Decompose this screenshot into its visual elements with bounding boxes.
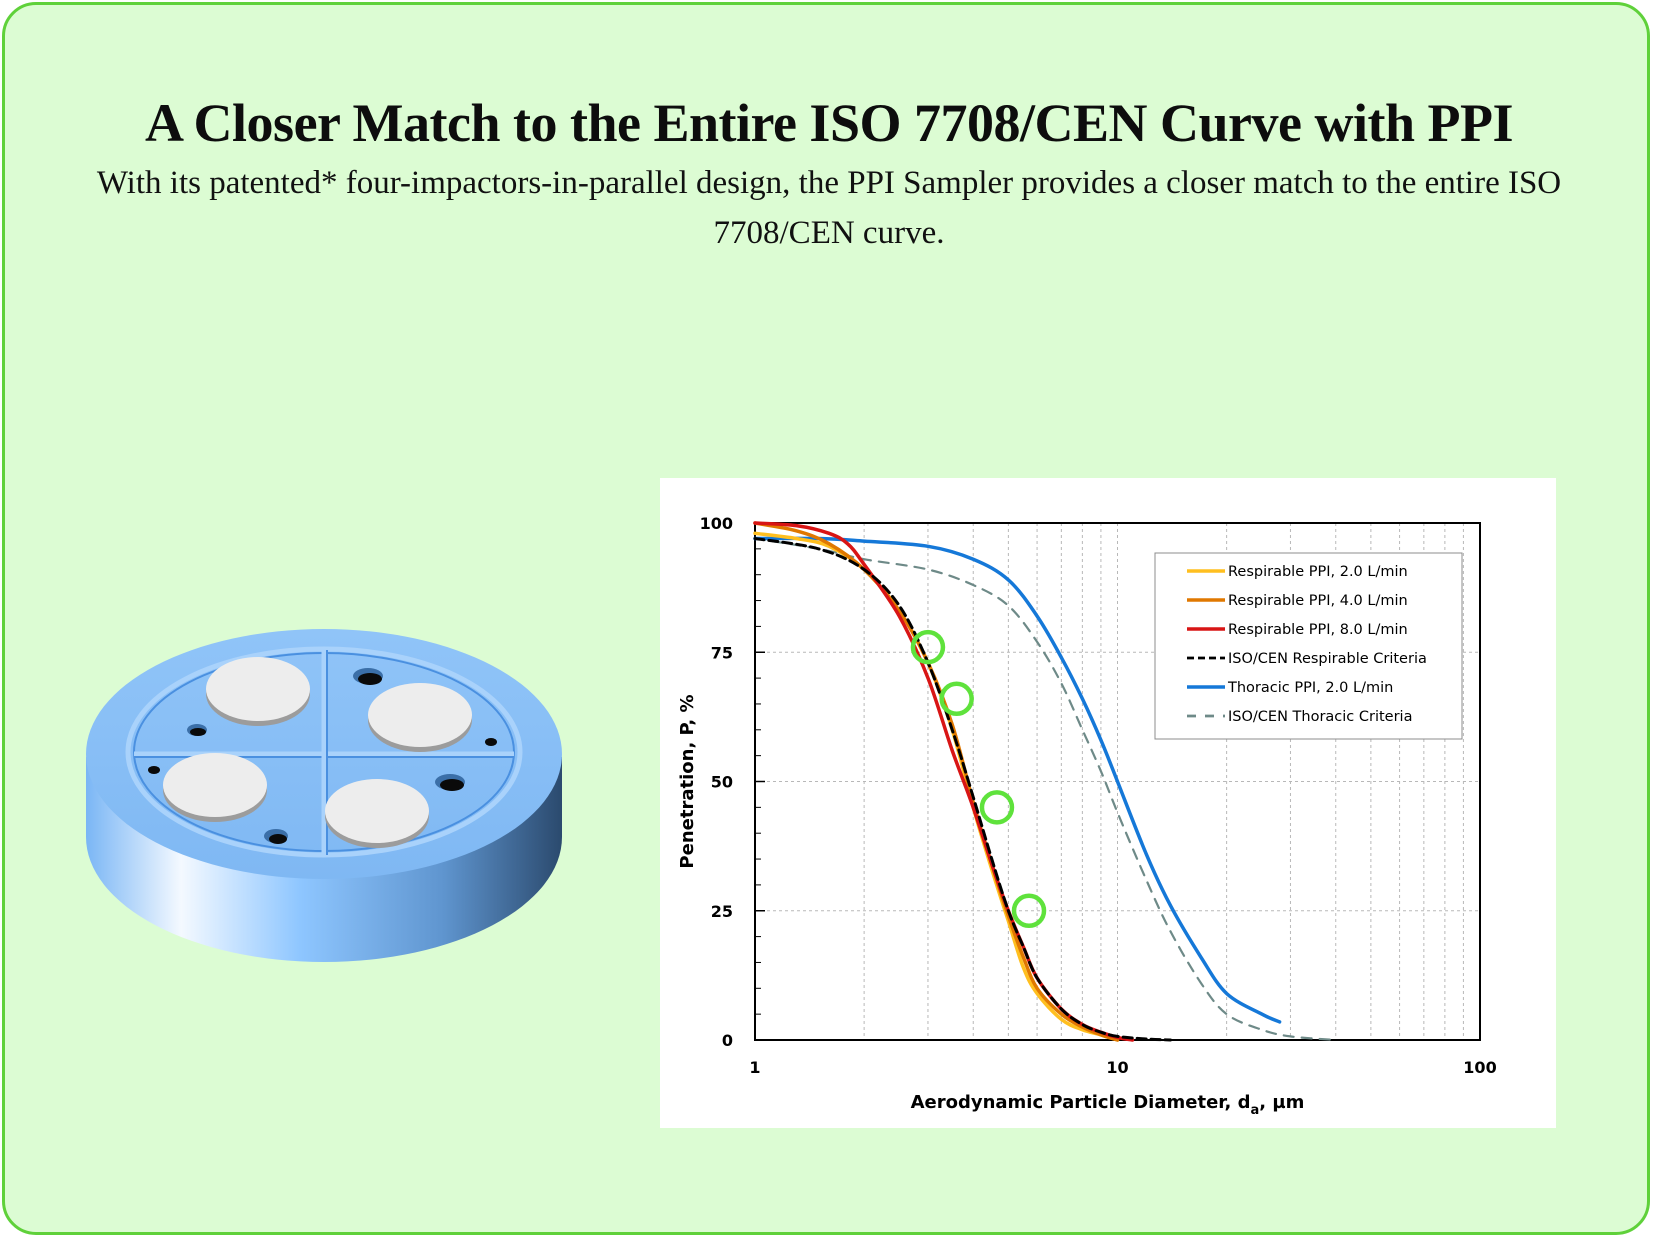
impactor-plate-icon (368, 683, 472, 752)
highlight-marker (939, 681, 974, 717)
y-axis-label: Penetration, P, % (677, 694, 698, 868)
x-tick-label: 10 (1106, 1058, 1128, 1077)
legend-label: ISO/CEN Thoracic Criteria (1228, 709, 1412, 725)
y-tick-label: 100 (700, 514, 733, 533)
y-tick-label: 50 (711, 773, 733, 792)
x-tick-label: 1 (749, 1058, 760, 1077)
highlight-marker (1011, 893, 1047, 928)
legend-label: Respirable PPI, 8.0 L/min (1228, 622, 1408, 638)
x-tick-label: 100 (1463, 1058, 1496, 1077)
legend-label: ISO/CEN Respirable Criteria (1228, 651, 1427, 667)
highlight-marker (910, 629, 946, 665)
legend-label: Respirable PPI, 4.0 L/min (1228, 593, 1408, 609)
y-tick-label: 0 (722, 1031, 733, 1050)
y-tick-label: 25 (711, 902, 733, 921)
series-line-5 (753, 537, 1337, 1042)
legend-label: Respirable PPI, 2.0 L/min (1228, 564, 1408, 580)
ppi-sampler-illustration (86, 629, 562, 962)
impactor-plate-icon (325, 779, 429, 848)
chart-panel: 0 25 50 75 100 1 10 100 Penetration, P, % Aerodyn… (660, 478, 1556, 1128)
legend-box (1154, 552, 1463, 740)
y-tick-label: 75 (711, 643, 733, 662)
penetration-chart: 0 25 50 75 100 1 10 100 Penetration, P, % Aerodyn… (677, 514, 1497, 1118)
page-title: A Closer Match to the Entire ISO 7708/CE… (145, 93, 1513, 153)
impactor-plate-icon (163, 753, 267, 822)
series-line-3 (753, 537, 1172, 1042)
series-line-0 (753, 531, 1120, 1042)
legend-label: Thoracic PPI, 2.0 L/min (1227, 680, 1393, 696)
inlet-hole-icon (148, 668, 497, 844)
series-line-4 (753, 536, 1282, 1024)
page-subtitle: With its patented* four-impactors-in-par… (96, 165, 1562, 251)
chart-legend: Respirable PPI, 2.0 L/min Respirable PPI,… (1154, 552, 1463, 740)
x-axis-label: Aerodynamic Particle Diameter, da, µm (911, 1092, 1305, 1118)
impactor-plate-icon (206, 657, 310, 726)
highlight-marker (979, 790, 1015, 825)
